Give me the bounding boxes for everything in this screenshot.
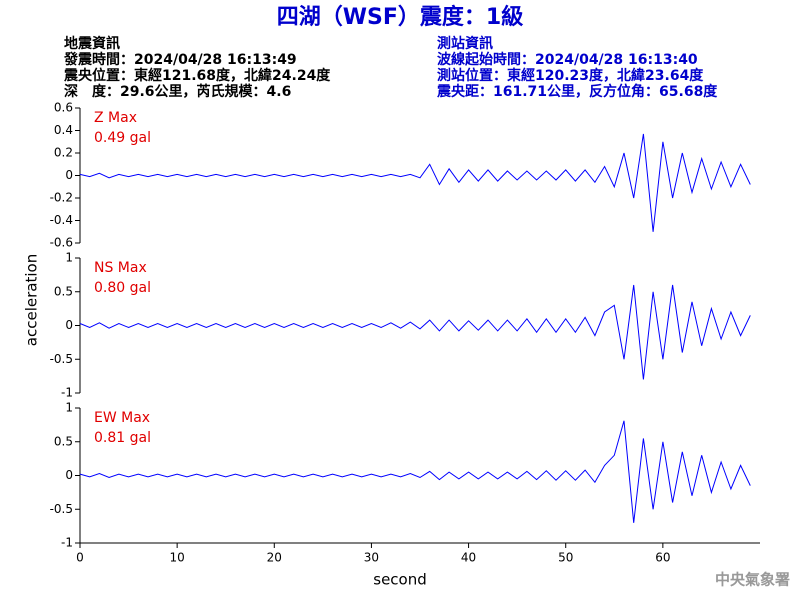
x-tick-label: 0 bbox=[76, 551, 84, 565]
y-tick-label: -1 bbox=[61, 536, 73, 550]
x-tick-label: 40 bbox=[461, 551, 476, 565]
x-axis-label: second bbox=[373, 571, 427, 589]
y-tick-label: 0.2 bbox=[54, 146, 73, 160]
x-tick-label: 50 bbox=[558, 551, 573, 565]
station-info: 測站資訊 bbox=[437, 35, 493, 52]
station-info: 測站位置：東經120.23度，北緯23.64度 bbox=[437, 67, 704, 84]
x-tick-label: 10 bbox=[170, 551, 185, 565]
y-tick-label: 1 bbox=[65, 251, 73, 265]
y-tick-label: 0 bbox=[65, 168, 73, 182]
y-tick-label: 1 bbox=[65, 401, 73, 415]
station-info: 震央距：161.71公里，反方位角：65.68度 bbox=[436, 83, 718, 100]
y-tick-label: -0.6 bbox=[50, 236, 73, 250]
y-tick-label: 0.5 bbox=[54, 284, 73, 298]
waveform bbox=[79, 133, 751, 232]
x-tick-label: 20 bbox=[267, 551, 282, 565]
quake-info: 地震資訊 bbox=[64, 35, 120, 52]
station-info: 波線起始時間：2024/04/28 16:13:40 bbox=[437, 51, 698, 68]
waveform bbox=[79, 284, 751, 380]
y-tick-label: 0 bbox=[65, 468, 73, 482]
max-annotation: NS Max bbox=[94, 260, 147, 276]
y-tick-label: 0.5 bbox=[54, 434, 73, 448]
y-tick-label: 0 bbox=[65, 318, 73, 332]
quake-info: 震央位置：東經121.68度，北緯24.24度 bbox=[63, 67, 331, 84]
y-tick-label: 0.4 bbox=[54, 123, 73, 137]
quake-info: 深 度：29.6公里，芮氏規模：4.6 bbox=[64, 83, 291, 100]
x-tick-label: 30 bbox=[364, 551, 379, 565]
max-annotation: EW Max bbox=[94, 410, 150, 426]
y-axis-label: acceleration bbox=[23, 254, 41, 346]
y-tick-label: -0.4 bbox=[50, 213, 73, 227]
x-tick-label: 60 bbox=[655, 551, 670, 565]
quake-info: 發震時間：2024/04/28 16:13:49 bbox=[63, 51, 297, 68]
waveform bbox=[79, 420, 751, 523]
y-tick-label: -0.2 bbox=[50, 191, 73, 205]
y-tick-label: 0.6 bbox=[54, 101, 73, 115]
max-annotation: 0.81 gal bbox=[94, 430, 151, 446]
y-tick-label: -1 bbox=[61, 386, 73, 400]
y-tick-label: -0.5 bbox=[50, 502, 73, 516]
max-annotation: 0.80 gal bbox=[94, 280, 151, 296]
max-annotation: Z Max bbox=[94, 110, 137, 126]
page-title: 四湖（WSF）震度：1級 bbox=[277, 4, 523, 30]
y-tick-label: -0.5 bbox=[50, 352, 73, 366]
max-annotation: 0.49 gal bbox=[94, 130, 151, 146]
agency-footer: 中央氣象署 bbox=[715, 571, 790, 589]
